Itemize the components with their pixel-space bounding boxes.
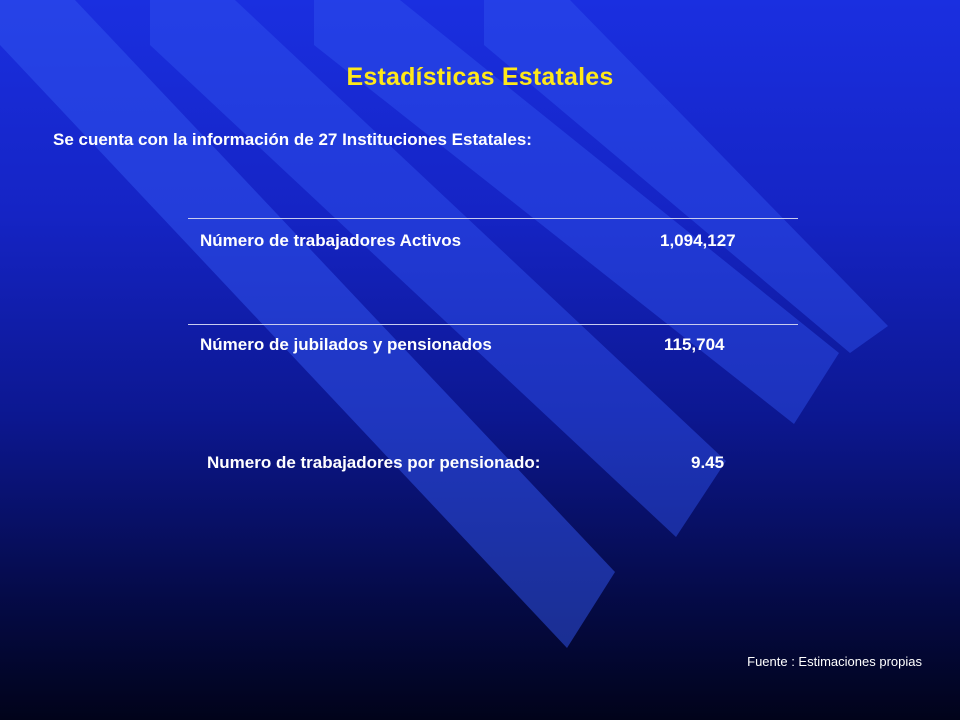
row-label-active-workers: Número de trabajadores Activos [200,231,462,250]
intro-text: Se cuenta con la información de 27 Insti… [53,130,532,149]
diagonal-stripe [484,0,888,353]
row-label-retirees: Número de jubilados y pensionados [200,335,492,354]
source-note: Fuente : Estimaciones propias [747,654,922,669]
table-divider [188,218,798,219]
row-value-retirees: 115,704 [664,335,725,354]
table-divider [188,324,798,325]
ratio-label: Numero de trabajadores por pensionado: [207,453,541,472]
ratio-value: 9.45 [691,453,725,472]
diagonal-stripe [314,0,839,424]
diagonal-stripe [150,0,726,537]
slide-title: Estadísticas Estatales [346,63,614,91]
row-value-active-workers: 1,094,127 [660,231,736,250]
